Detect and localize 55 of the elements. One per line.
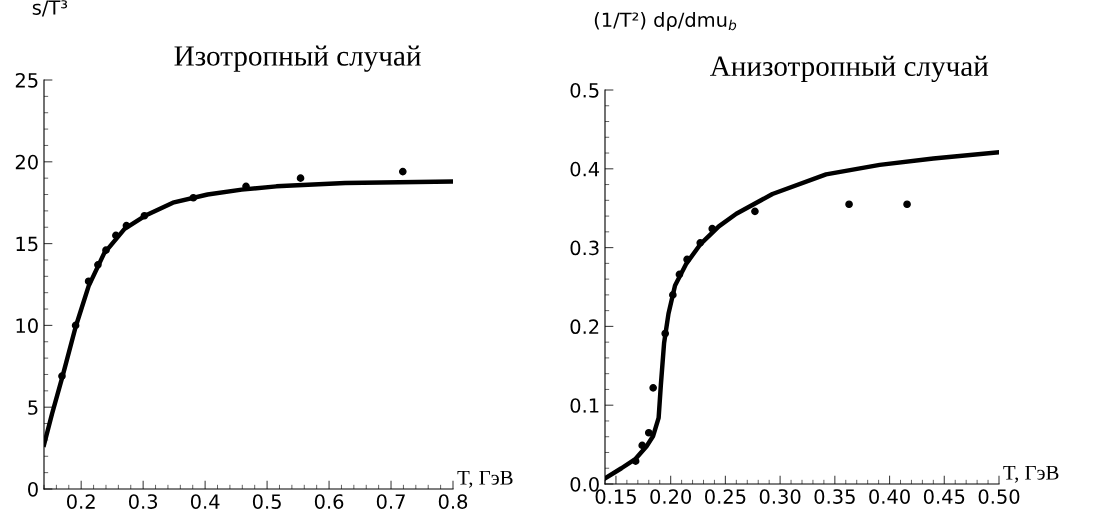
point (102, 246, 110, 254)
point (84, 277, 93, 286)
x-tick-label: 0.50 (978, 489, 1020, 504)
point (644, 428, 653, 437)
y-tick-label: 10 (16, 318, 38, 334)
chart-title: Анизотропный случай (710, 55, 989, 83)
point (189, 193, 198, 202)
x-tick-label: 0.2 (67, 494, 95, 509)
y-tick-label: 5 (28, 400, 38, 415)
y-tick-label: 25 (15, 72, 38, 88)
y-tick-label: 0.4 (570, 161, 600, 177)
x-tick-label: 0.5 (252, 494, 281, 509)
x-tick-label: 0.8 (438, 494, 468, 509)
x-tick-label: 0.3 (128, 494, 158, 509)
point (696, 239, 705, 247)
y-tick-label: 0.5 (570, 82, 599, 98)
point (903, 200, 911, 209)
point (112, 231, 120, 240)
point (669, 291, 677, 299)
x-tick-label: 0.4 (190, 494, 220, 509)
x-tick-label: 0.25 (705, 489, 746, 504)
point (71, 321, 80, 330)
chart-title: Изотропный случай (174, 45, 421, 72)
point (661, 329, 670, 338)
point (122, 221, 131, 230)
point (94, 261, 102, 269)
x-tick-label: 0.35 (814, 489, 855, 504)
point (751, 207, 759, 216)
y-tick-label: 20 (15, 154, 38, 170)
x-tick-label: 0.20 (650, 489, 692, 504)
point (58, 372, 66, 380)
y-tick-label: 0.1 (570, 398, 599, 413)
point (398, 167, 407, 176)
point (638, 441, 647, 450)
point (708, 224, 717, 233)
y-tick-label: 0 (28, 481, 38, 497)
x-tick-label: 0.45 (923, 489, 965, 504)
y-tick-label: 15 (16, 236, 38, 252)
y-tick-label: 0.2 (570, 319, 599, 335)
point (140, 211, 149, 220)
x-tick-label: 0.6 (314, 494, 344, 509)
point (649, 384, 657, 392)
point (296, 174, 305, 182)
point (631, 457, 640, 465)
x-axis-title: T, ГэВ (457, 470, 513, 488)
x-tick-label: 0.7 (376, 494, 405, 509)
point (845, 200, 853, 209)
x-tick-label: 0.40 (869, 489, 910, 504)
y-axis-title: (1/T²) dρ/dmu$_{b}$ (594, 12, 737, 31)
y-axis-title: s/T³ (32, 0, 68, 17)
point (683, 255, 691, 264)
point (675, 270, 684, 279)
x-tick-label: 0.30 (759, 489, 801, 504)
y-tick-label: 0.3 (570, 240, 599, 256)
x-axis-title: T, ГэВ (1003, 465, 1059, 483)
